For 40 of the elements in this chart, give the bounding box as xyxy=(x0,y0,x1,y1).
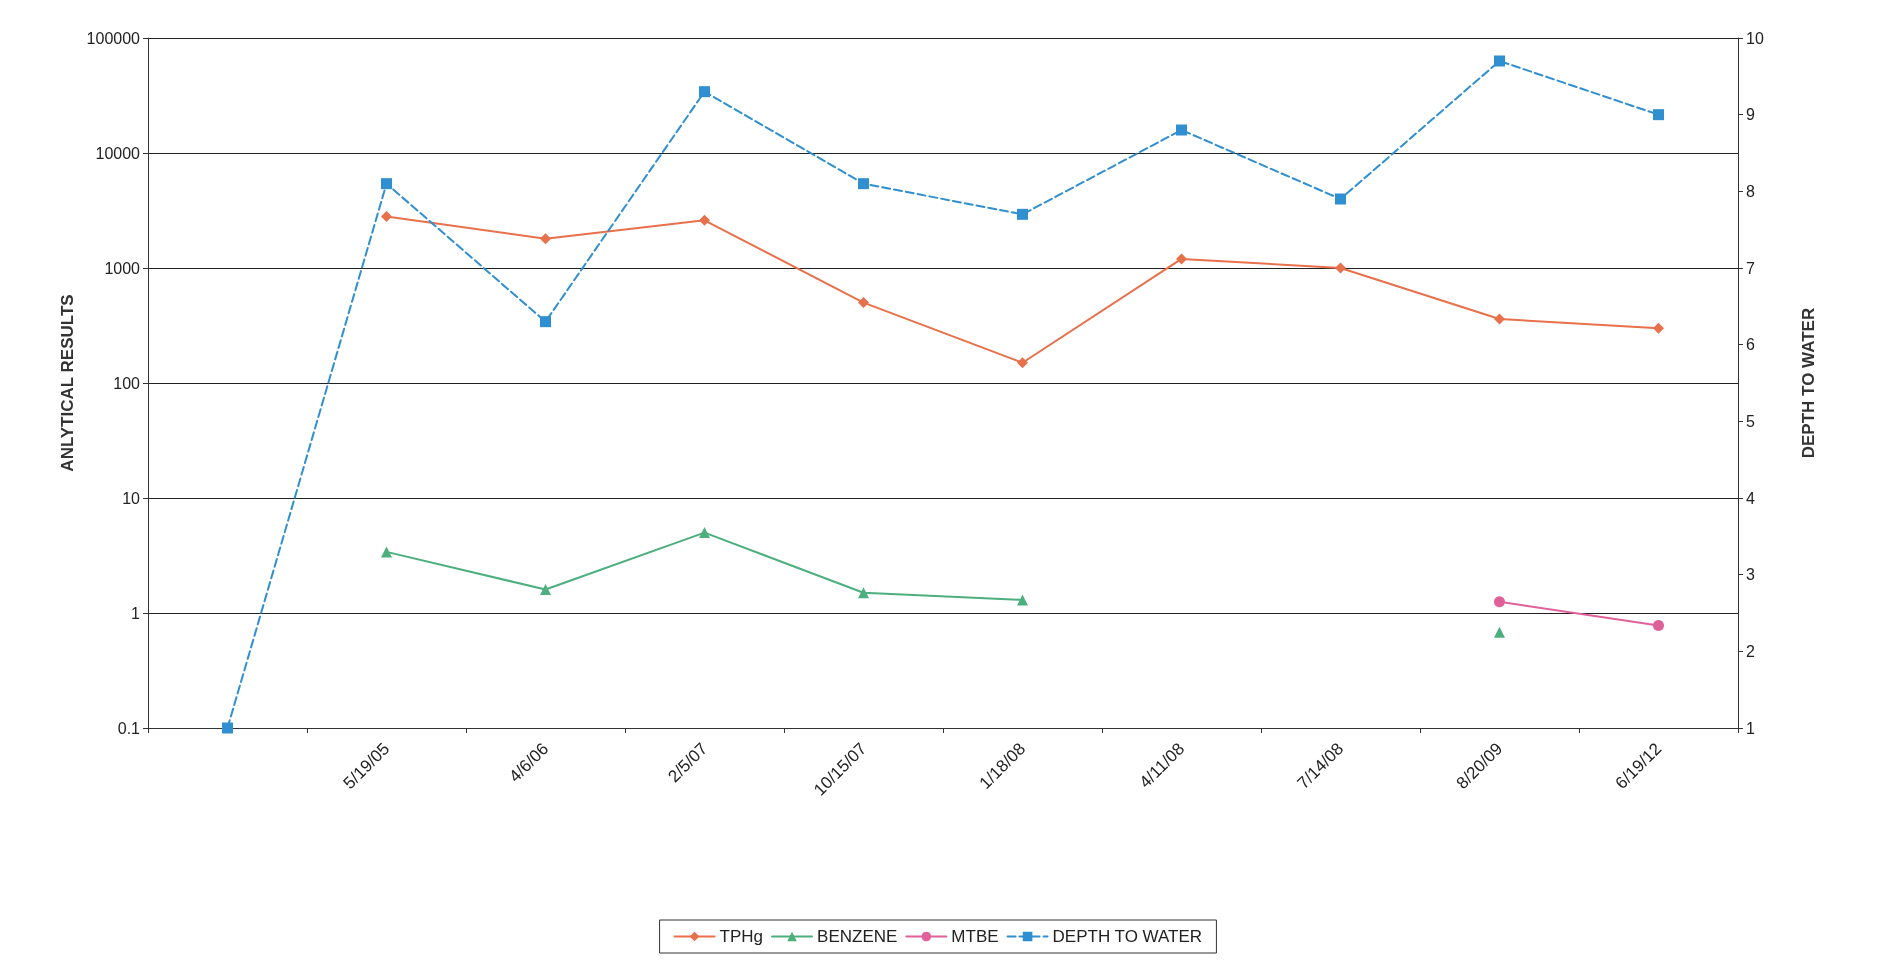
point xyxy=(1494,596,1505,608)
point xyxy=(1653,322,1664,334)
y2-tick-label: 8 xyxy=(1746,182,1755,200)
y-axis-title: ANLYTICAL RESULTS xyxy=(57,294,77,472)
point xyxy=(540,584,551,596)
y-tick-label: 1 xyxy=(131,604,141,622)
y2-tick-label: 4 xyxy=(1746,489,1755,507)
point xyxy=(381,211,392,223)
y-tick-label: 100 xyxy=(113,374,141,392)
point xyxy=(699,214,710,226)
y2-tick-label: 6 xyxy=(1746,336,1755,354)
y2-tick-label: 5 xyxy=(1746,412,1755,430)
point xyxy=(540,233,551,245)
y2-tick-label: 10 xyxy=(1746,29,1764,47)
y2-tick-label: 7 xyxy=(1746,259,1755,277)
y2-tick-label: 1 xyxy=(1746,719,1755,737)
y2-tick-label: 2 xyxy=(1746,642,1755,660)
legend-label: DEPTH TO WATER xyxy=(1052,927,1203,946)
y-tick-label: 0.1 xyxy=(117,719,141,737)
point xyxy=(1494,313,1505,325)
legend-label: BENZENE xyxy=(817,927,898,946)
legend-label: MTBE xyxy=(951,927,999,946)
point xyxy=(858,587,869,599)
y-tick-label: 1000 xyxy=(104,259,141,277)
point xyxy=(1017,594,1028,606)
point xyxy=(1653,619,1664,631)
legend-label: TPHg xyxy=(719,927,764,946)
point xyxy=(1494,626,1505,638)
y2-axis-title: DEPTH TO WATER xyxy=(1799,307,1818,459)
y-tick-label: 10 xyxy=(122,489,141,507)
point xyxy=(699,527,710,539)
y-tick-label: 10000 xyxy=(95,144,141,162)
point xyxy=(858,297,869,309)
y2-tick-label: 9 xyxy=(1746,106,1755,124)
point xyxy=(381,546,392,558)
y-tick-label: 100000 xyxy=(86,29,141,47)
y2-tick-label: 3 xyxy=(1746,566,1755,584)
point xyxy=(1335,262,1346,274)
point xyxy=(1017,357,1028,369)
point xyxy=(1176,253,1187,265)
